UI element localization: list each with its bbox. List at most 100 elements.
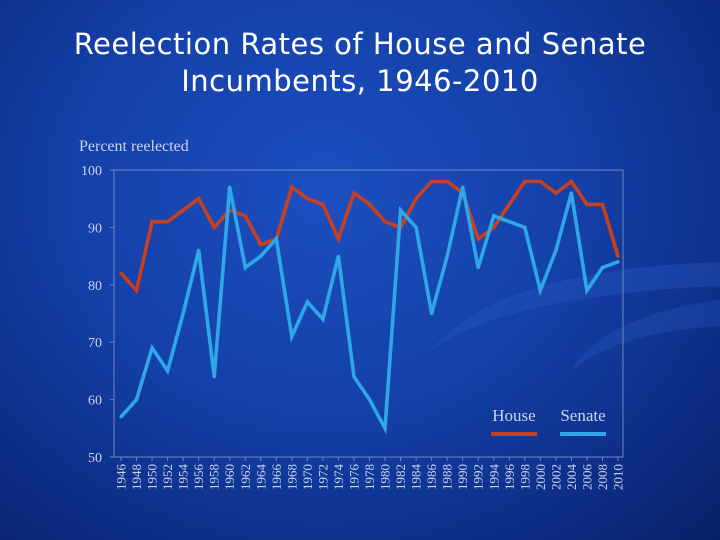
data-point-senate	[383, 426, 387, 430]
data-point-senate	[243, 265, 247, 270]
data-point-house	[150, 220, 154, 224]
x-tick-label: 1974	[331, 464, 346, 491]
data-point-senate	[197, 248, 201, 252]
data-point-house	[197, 197, 201, 201]
x-tick-label: 1948	[129, 464, 144, 490]
x-tick-label: 1952	[160, 464, 175, 490]
data-point-senate	[398, 208, 403, 212]
y-tick-label: 60	[88, 394, 102, 409]
x-tick-label: 1956	[191, 464, 206, 491]
plot-frame	[113, 169, 624, 458]
data-point-house	[321, 202, 325, 207]
x-tick-label: 2000	[533, 464, 548, 490]
x-tick-label: 1978	[362, 464, 377, 490]
data-point-senate	[414, 225, 418, 229]
data-point-senate	[352, 375, 356, 379]
data-point-house	[119, 271, 123, 275]
x-tick-label: 2008	[595, 464, 610, 490]
data-point-house	[181, 208, 185, 212]
data-point-house	[383, 220, 387, 224]
data-point-house	[352, 191, 356, 195]
data-point-senate	[165, 369, 170, 373]
data-point-house	[507, 202, 511, 207]
y-tick-label: 90	[88, 221, 102, 236]
x-tick-label: 1960	[222, 464, 237, 490]
data-point-senate	[212, 375, 216, 379]
slide-title: Reelection Rates of House and Senate Inc…	[0, 26, 720, 100]
data-point-senate	[321, 317, 325, 321]
data-point-house	[523, 179, 527, 184]
data-point-house	[616, 254, 620, 258]
data-point-house	[569, 179, 574, 184]
data-point-house	[492, 225, 496, 229]
data-point-house	[243, 214, 247, 218]
data-point-house	[212, 225, 216, 229]
x-tick-label: 1992	[471, 464, 486, 490]
x-tick-label: 1970	[300, 464, 315, 490]
y-tick-label: 100	[81, 164, 102, 179]
x-tick-label: 1966	[269, 464, 284, 491]
data-point-senate	[507, 220, 511, 224]
x-tick-label: 1984	[409, 464, 424, 491]
data-point-senate	[585, 288, 589, 293]
title-line-2: Incumbents, 1946-2010	[181, 64, 539, 98]
x-tick-label: 1994	[486, 464, 501, 491]
data-point-house	[600, 202, 605, 207]
data-point-senate	[274, 237, 278, 241]
data-point-senate	[259, 254, 263, 258]
data-point-house	[476, 237, 480, 241]
data-point-senate	[119, 415, 123, 419]
data-point-house	[134, 288, 139, 293]
x-tick-label: 2006	[579, 464, 594, 491]
x-tick-label: 2010	[611, 464, 626, 490]
data-point-house	[585, 202, 589, 207]
legend-label-senate: Senate	[560, 406, 605, 425]
data-point-house	[336, 237, 341, 241]
x-tick-label: 1964	[253, 464, 268, 491]
data-point-house	[538, 179, 542, 184]
series-line-senate	[119, 186, 619, 435]
data-point-house	[290, 185, 294, 189]
data-point-senate	[228, 185, 232, 189]
x-tick-label: 1990	[455, 464, 470, 490]
data-point-senate	[476, 265, 480, 270]
data-point-house	[367, 202, 372, 207]
data-point-house	[259, 243, 263, 247]
data-point-senate	[181, 311, 185, 316]
data-point-senate	[290, 334, 294, 339]
data-point-house	[430, 179, 434, 184]
x-tick-label: 1968	[284, 464, 299, 490]
x-tick-label: 2004	[564, 464, 579, 491]
data-point-senate	[616, 260, 620, 264]
x-tick-label: 1958	[207, 464, 222, 490]
x-tick-label: 2002	[548, 464, 563, 490]
y-axis-label: Percent reelected	[79, 138, 189, 155]
x-tick-label: 1986	[424, 464, 439, 491]
x-tick-label: 1998	[517, 464, 532, 490]
y-tick-label: 70	[88, 336, 102, 351]
data-point-house	[554, 191, 558, 195]
data-point-house	[305, 197, 309, 201]
data-point-senate	[523, 225, 527, 229]
data-point-senate	[554, 248, 558, 252]
x-tick-label: 1988	[440, 464, 455, 490]
data-point-senate	[367, 398, 372, 402]
data-point-senate	[492, 214, 496, 218]
data-point-senate	[461, 185, 465, 189]
data-point-senate	[600, 265, 605, 270]
data-point-senate	[445, 254, 449, 258]
x-tick-label: 1954	[176, 464, 191, 491]
data-point-senate	[150, 346, 154, 350]
data-point-house	[414, 197, 418, 201]
data-point-house	[165, 220, 170, 224]
x-tick-label: 1976	[346, 464, 361, 491]
data-point-senate	[569, 191, 574, 195]
x-tick-label: 1980	[378, 464, 393, 490]
data-point-house	[445, 179, 449, 184]
x-tick-label: 1962	[238, 464, 253, 490]
x-tick-label: 1950	[145, 464, 160, 490]
data-point-senate	[305, 300, 309, 304]
legend-label-house: House	[492, 406, 535, 425]
